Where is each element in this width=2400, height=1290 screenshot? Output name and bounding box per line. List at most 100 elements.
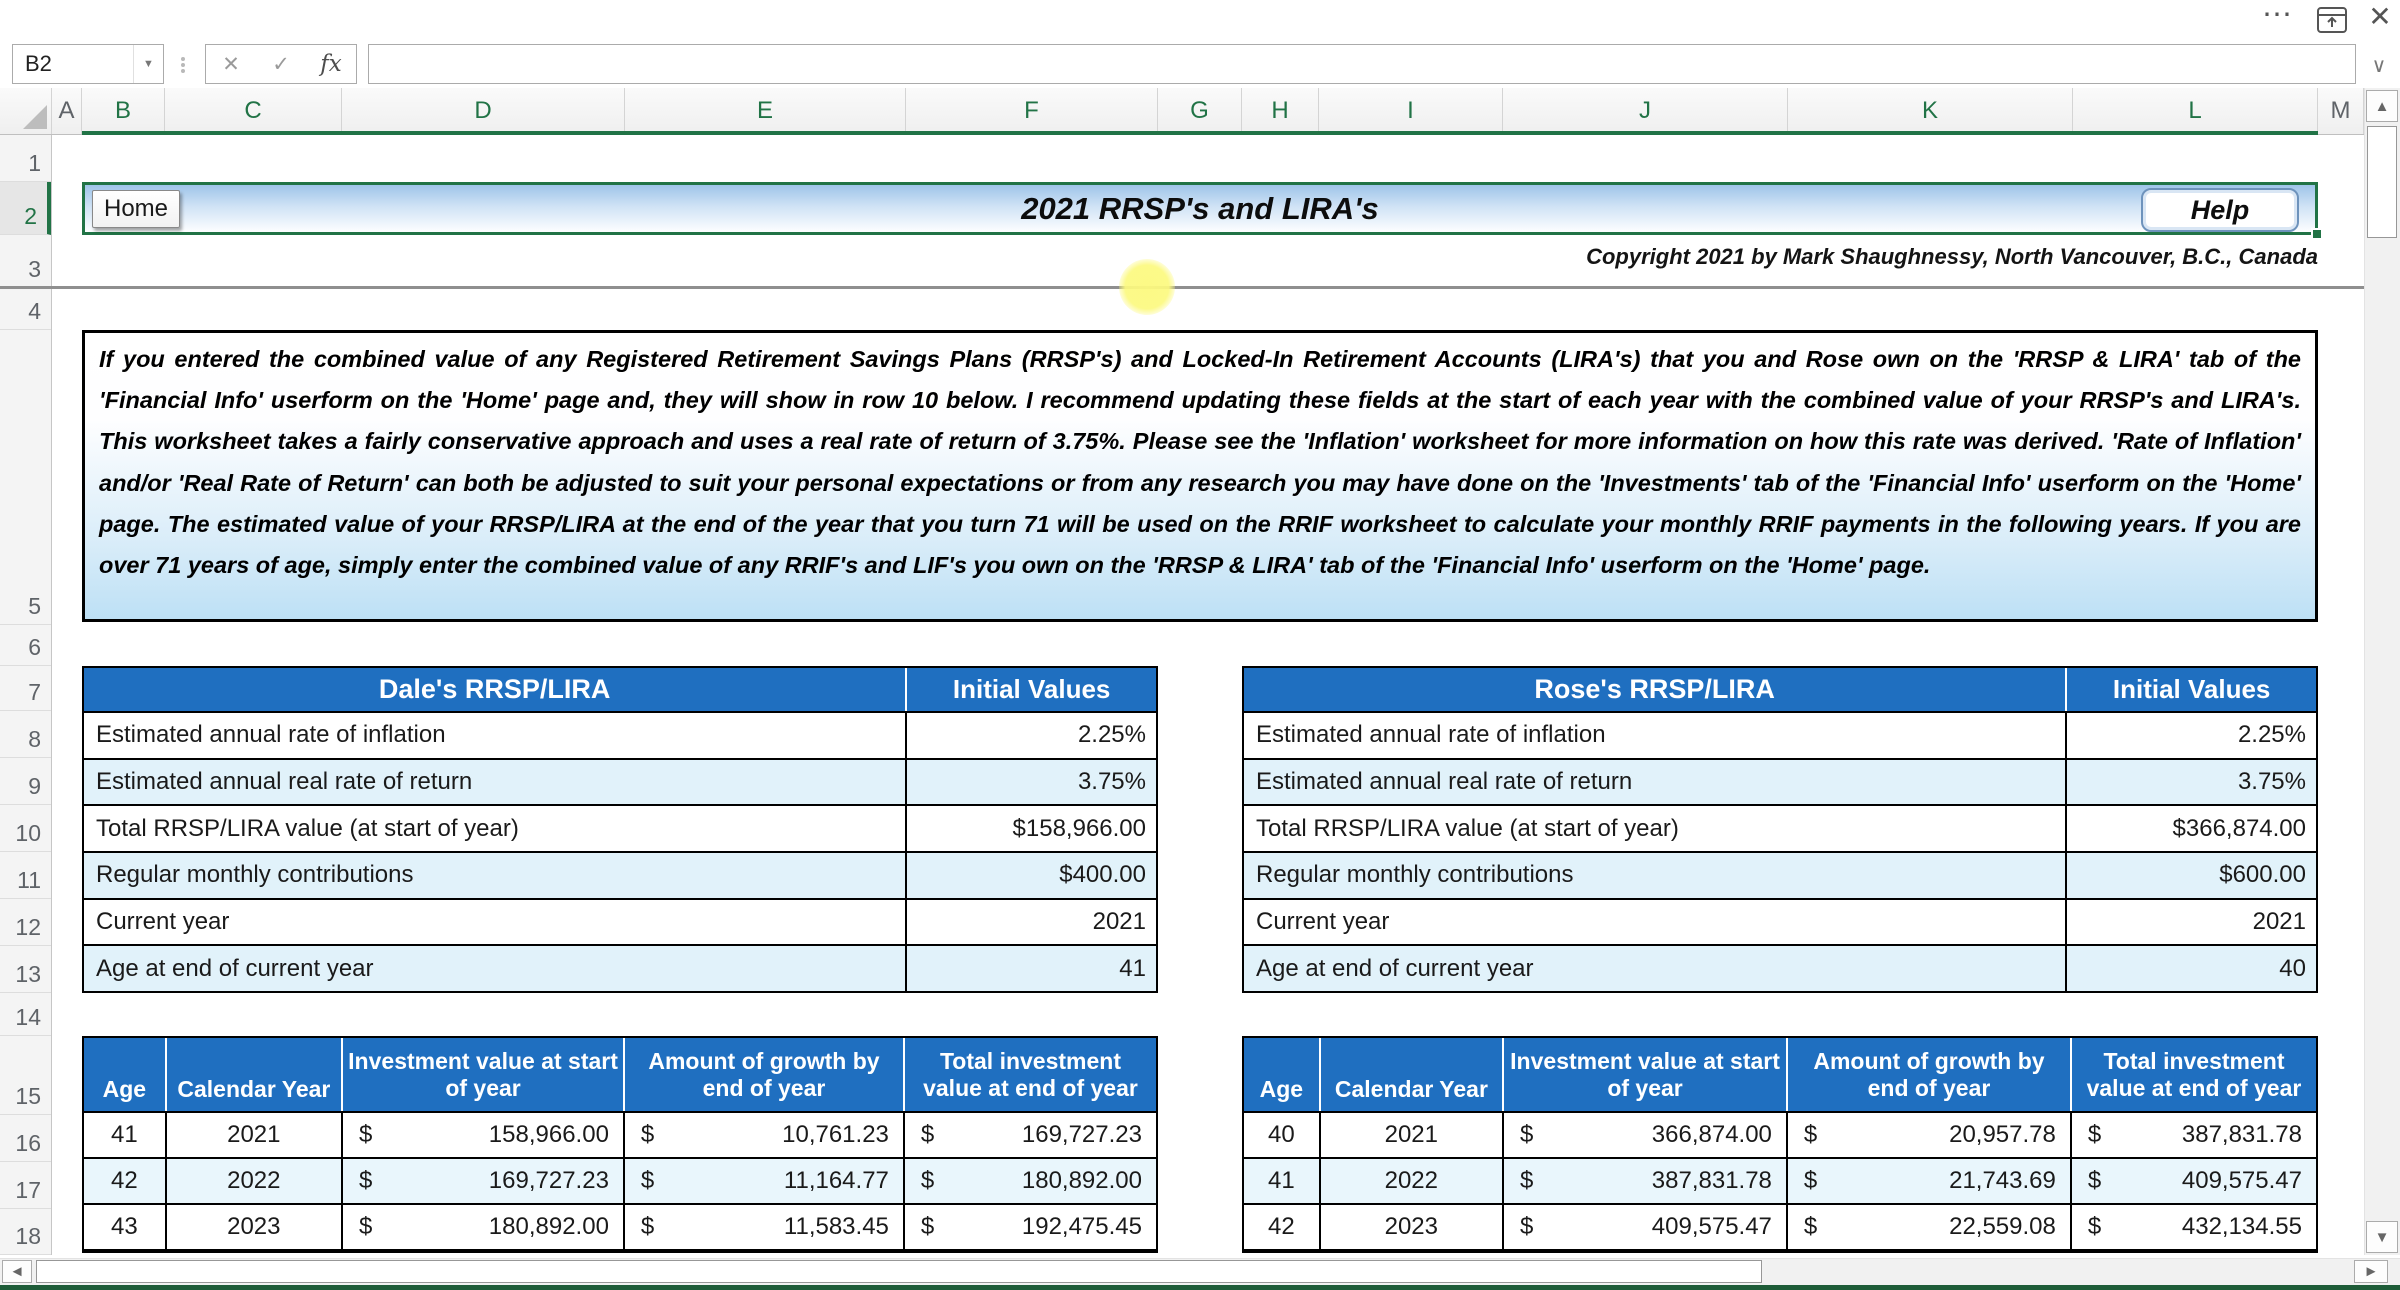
- title-banner-cell[interactable]: 2021 RRSP's and LIRA's Home Help: [82, 182, 2323, 240]
- column-header[interactable]: G: [1158, 88, 1242, 134]
- year-cell[interactable]: 2021: [1321, 1113, 1504, 1158]
- age-cell[interactable]: 42: [1244, 1205, 1321, 1249]
- row-header[interactable]: 15: [0, 1036, 51, 1115]
- value-cell[interactable]: 2.25%: [2237, 721, 2306, 749]
- age-cell[interactable]: 42: [84, 1159, 167, 1204]
- row-header[interactable]: 12: [0, 899, 51, 946]
- label-cell[interactable]: Regular monthly contributions: [1244, 853, 2068, 898]
- row-header[interactable]: 11: [0, 852, 51, 899]
- age-cell[interactable]: 41: [84, 1113, 167, 1158]
- growth-cell[interactable]: $22,559.08: [1788, 1205, 2072, 1249]
- scroll-down-icon[interactable]: ▼: [2366, 1221, 2398, 1253]
- more-options-icon[interactable]: ⋯: [2262, 0, 2294, 31]
- formula-bar[interactable]: [368, 44, 2356, 84]
- start-value-cell[interactable]: $158,966.00: [343, 1113, 625, 1158]
- column-header[interactable]: F: [906, 88, 1158, 134]
- age-cell[interactable]: 40: [1244, 1113, 1321, 1158]
- row-header[interactable]: 17: [0, 1162, 51, 1209]
- vertical-scrollbar-thumb[interactable]: [2367, 126, 2397, 238]
- label-cell[interactable]: Age at end of current year: [1244, 946, 2068, 992]
- end-value-cell[interactable]: $409,575.47: [2072, 1159, 2316, 1203]
- column-header[interactable]: I: [1319, 88, 1503, 134]
- insert-function-icon[interactable]: fx: [320, 51, 342, 77]
- row-header[interactable]: 5: [0, 330, 51, 625]
- row-header[interactable]: 4: [0, 288, 51, 330]
- horizontal-scrollbar-thumb[interactable]: [36, 1260, 1762, 1283]
- value-cell[interactable]: 2.25%: [1077, 721, 1146, 749]
- scroll-right-icon[interactable]: ►: [2354, 1260, 2388, 1283]
- row-header[interactable]: 9: [0, 758, 51, 805]
- year-cell[interactable]: 2023: [167, 1205, 343, 1249]
- cancel-icon[interactable]: ✕: [222, 52, 240, 76]
- start-value-cell[interactable]: $409,575.47: [1504, 1205, 1788, 1249]
- end-value-cell[interactable]: $180,892.00: [905, 1159, 1156, 1203]
- column-header[interactable]: A: [52, 88, 82, 134]
- scroll-left-icon[interactable]: ◄: [2, 1260, 32, 1283]
- label-cell[interactable]: Total RRSP/LIRA value (at start of year): [1244, 806, 2068, 852]
- growth-cell[interactable]: $11,164.77: [625, 1159, 905, 1204]
- value-cell[interactable]: $366,874.00: [2172, 814, 2306, 842]
- label-cell[interactable]: Estimated annual real rate of return: [84, 759, 908, 805]
- age-cell[interactable]: 41: [1244, 1159, 1321, 1204]
- value-cell[interactable]: $158,966.00: [1012, 814, 1146, 842]
- row-header[interactable]: 8: [0, 711, 51, 758]
- row-header[interactable]: 18: [0, 1209, 51, 1255]
- end-value-cell[interactable]: $432,134.55: [2072, 1205, 2316, 1249]
- end-value-cell[interactable]: $387,831.78: [2072, 1113, 2316, 1157]
- column-header[interactable]: L: [2073, 88, 2318, 134]
- label-cell[interactable]: Total RRSP/LIRA value (at start of year): [84, 806, 908, 852]
- label-cell[interactable]: Estimated annual real rate of return: [1244, 759, 2068, 805]
- label-cell[interactable]: Age at end of current year: [84, 946, 908, 992]
- close-icon[interactable]: ✕: [2368, 1, 2392, 32]
- row-header[interactable]: 16: [0, 1115, 51, 1162]
- name-box-dropdown-icon[interactable]: ▼: [133, 45, 163, 83]
- row-header[interactable]: 14: [0, 993, 51, 1036]
- value-cell[interactable]: 3.75%: [1077, 768, 1146, 795]
- value-cell[interactable]: $600.00: [2219, 861, 2306, 889]
- value-cell[interactable]: 40: [2279, 954, 2306, 982]
- column-header[interactable]: E: [625, 88, 906, 134]
- select-all-corner[interactable]: [0, 88, 52, 134]
- growth-cell[interactable]: $11,583.45: [625, 1205, 905, 1249]
- value-cell[interactable]: 2021: [1092, 908, 1146, 936]
- column-header[interactable]: J: [1503, 88, 1788, 134]
- label-cell[interactable]: Estimated annual rate of inflation: [84, 713, 908, 758]
- row-header[interactable]: 2: [0, 182, 51, 235]
- growth-cell[interactable]: $10,761.23: [625, 1113, 905, 1158]
- selection-fill-handle[interactable]: [2311, 228, 2323, 240]
- description-cell[interactable]: If you entered the combined value of any…: [82, 330, 2318, 622]
- start-value-cell[interactable]: $387,831.78: [1504, 1159, 1788, 1204]
- value-cell[interactable]: 2021: [2252, 908, 2306, 936]
- label-cell[interactable]: Estimated annual rate of inflation: [1244, 713, 2068, 758]
- column-header[interactable]: B: [82, 88, 165, 134]
- enter-icon[interactable]: ✓: [272, 52, 290, 76]
- growth-cell[interactable]: $21,743.69: [1788, 1159, 2072, 1204]
- row-header[interactable]: 10: [0, 805, 51, 852]
- value-cell[interactable]: 3.75%: [2237, 768, 2306, 795]
- end-value-cell[interactable]: $192,475.45: [905, 1205, 1156, 1249]
- age-cell[interactable]: 43: [84, 1205, 167, 1249]
- formula-bar-expand-icon[interactable]: ∨: [2371, 54, 2387, 77]
- start-value-cell[interactable]: $366,874.00: [1504, 1113, 1788, 1158]
- column-header[interactable]: K: [1788, 88, 2073, 134]
- start-value-cell[interactable]: $180,892.00: [343, 1205, 625, 1249]
- name-box[interactable]: B2 ▼: [12, 44, 164, 84]
- ribbon-display-options-icon[interactable]: [2312, 6, 2352, 36]
- row-header[interactable]: 7: [0, 666, 51, 711]
- column-header[interactable]: C: [165, 88, 342, 134]
- value-cell[interactable]: 41: [1119, 954, 1146, 982]
- vertical-scrollbar[interactable]: [2364, 88, 2400, 1255]
- year-cell[interactable]: 2022: [167, 1159, 343, 1204]
- year-cell[interactable]: 2022: [1321, 1159, 1504, 1204]
- column-header[interactable]: H: [1242, 88, 1319, 134]
- column-header[interactable]: D: [342, 88, 625, 134]
- label-cell[interactable]: Current year: [1244, 899, 2068, 945]
- start-value-cell[interactable]: $169,727.23: [343, 1159, 625, 1204]
- label-cell[interactable]: Regular monthly contributions: [84, 853, 908, 898]
- end-value-cell[interactable]: $169,727.23: [905, 1113, 1156, 1157]
- row-header[interactable]: 3: [0, 235, 51, 288]
- row-header[interactable]: 6: [0, 625, 51, 666]
- growth-cell[interactable]: $20,957.78: [1788, 1113, 2072, 1158]
- column-header[interactable]: M: [2318, 88, 2364, 134]
- label-cell[interactable]: Current year: [84, 899, 908, 945]
